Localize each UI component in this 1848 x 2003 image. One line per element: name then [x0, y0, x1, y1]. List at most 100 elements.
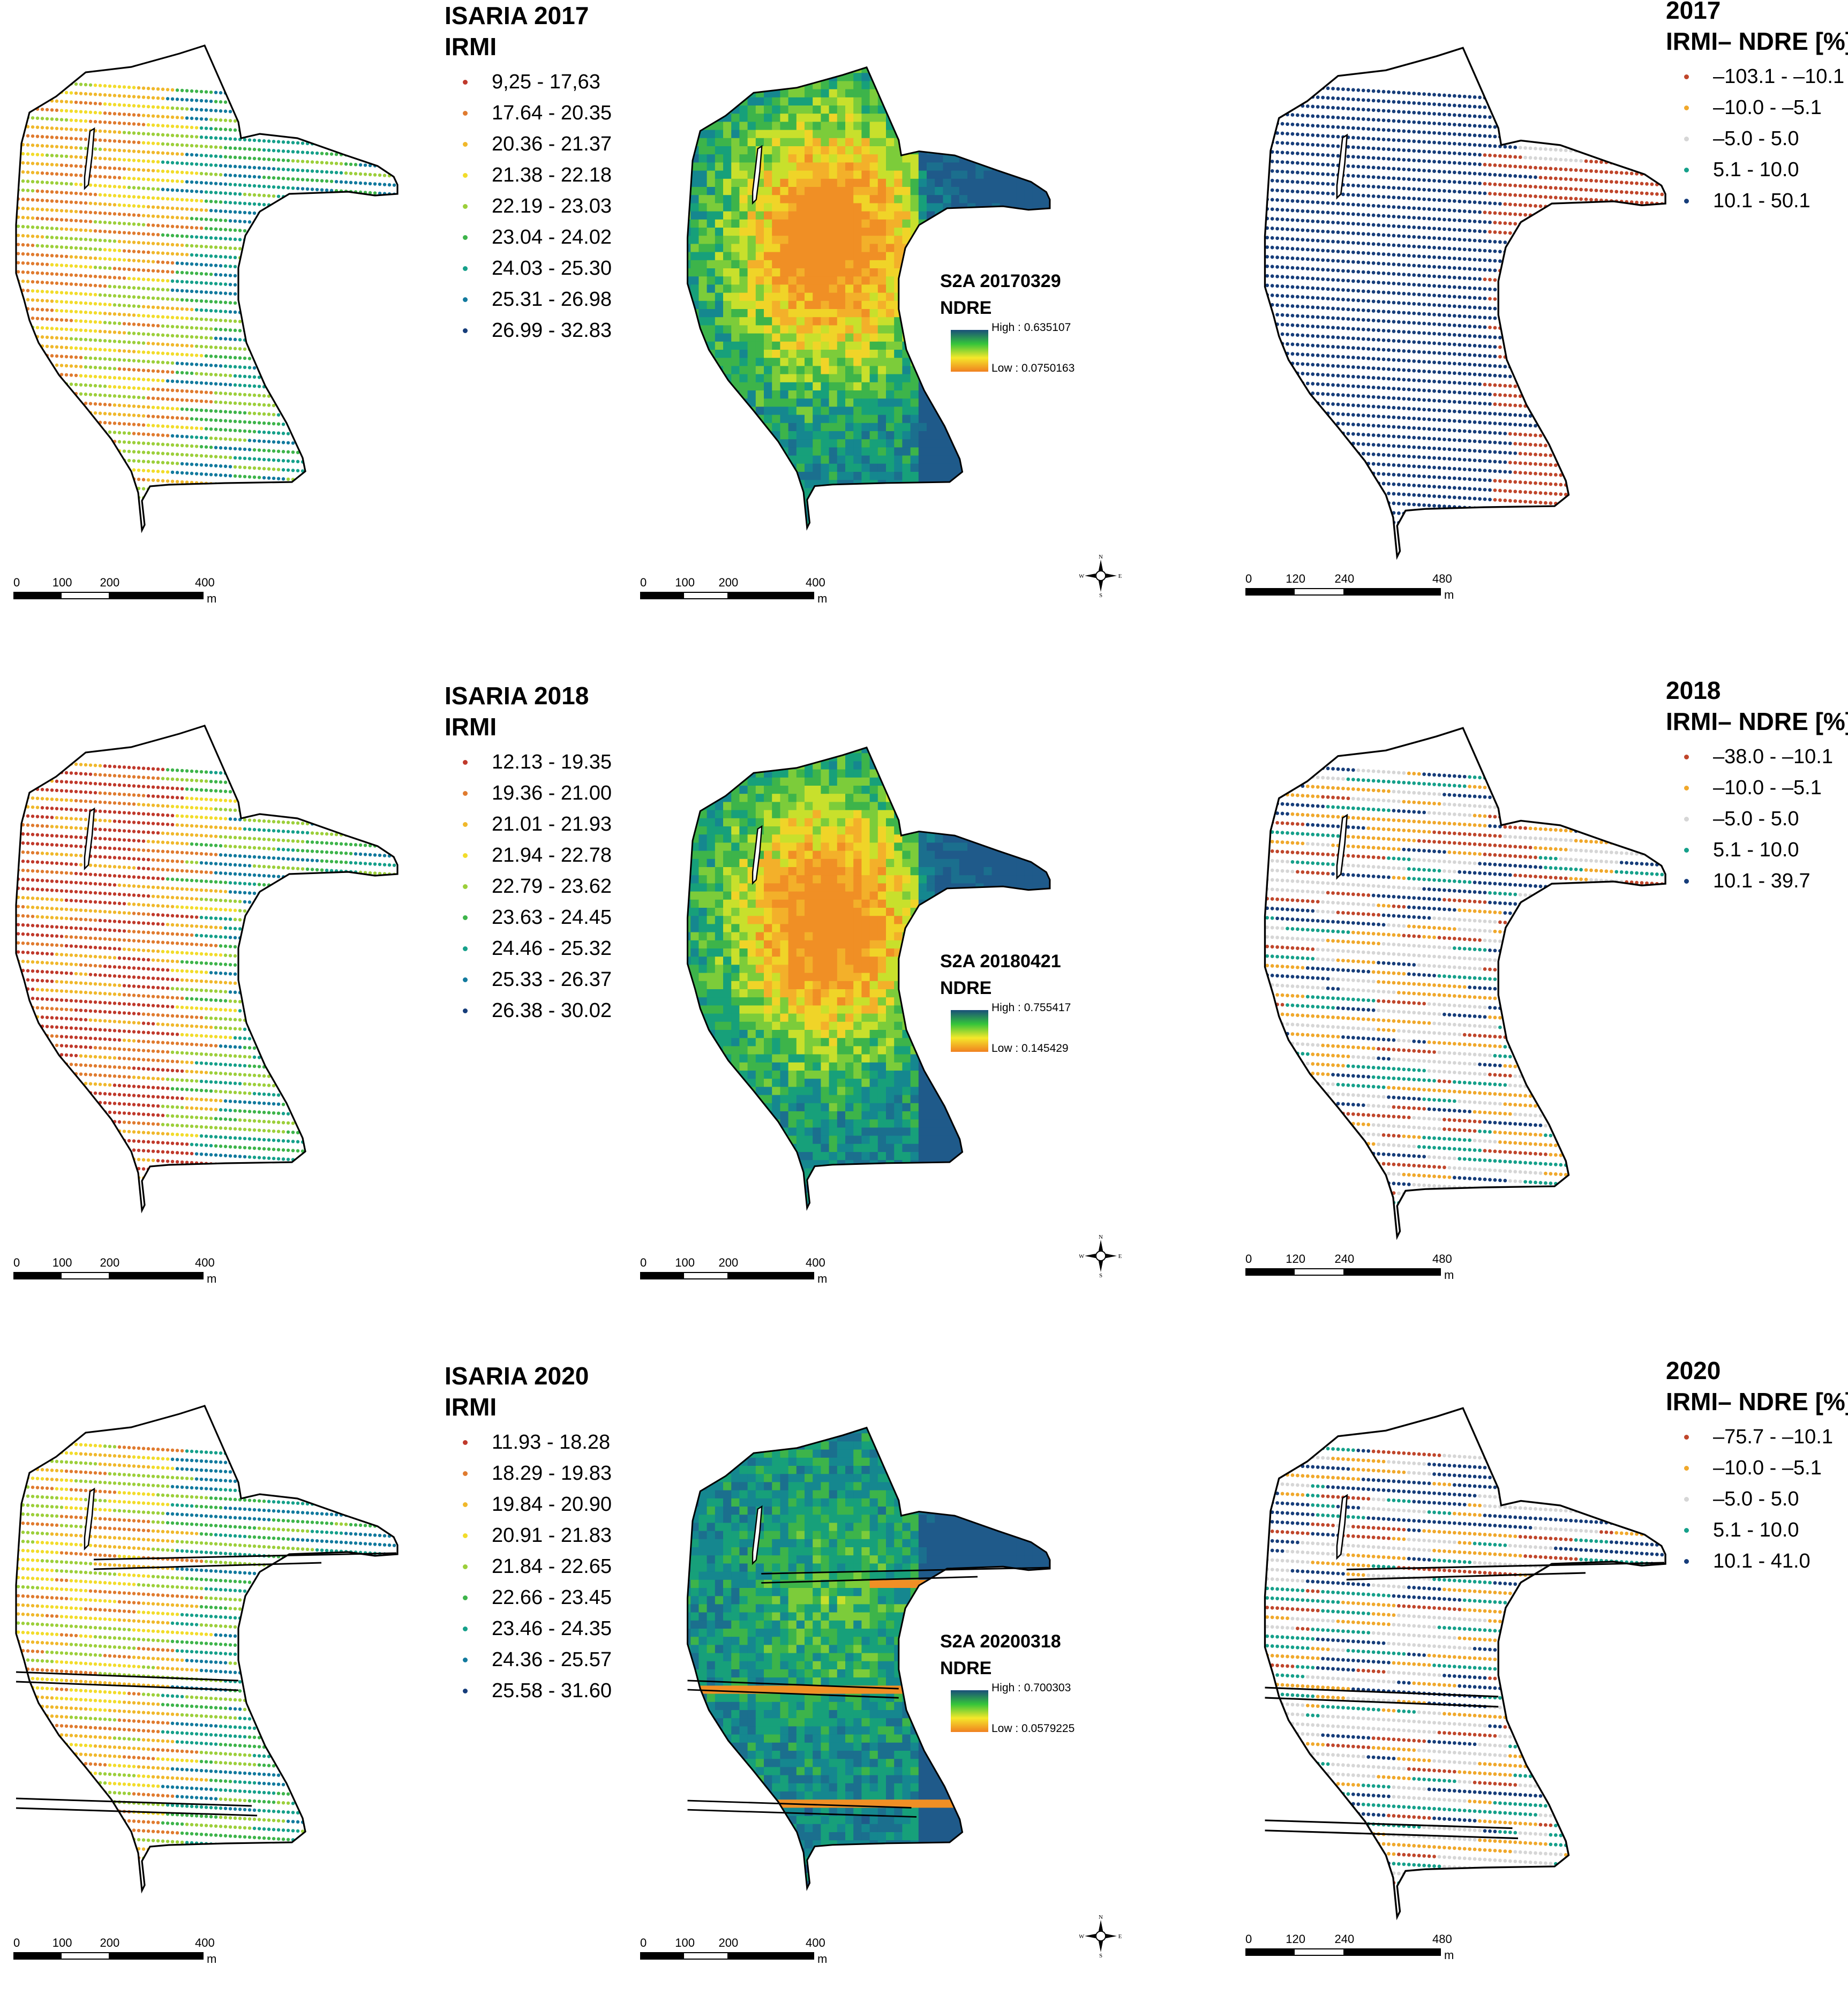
- legend-label: 17.64 - 20.35: [492, 102, 612, 124]
- scale-unit: m: [817, 592, 827, 606]
- legend-item: 17.64 - 20.35: [445, 97, 612, 129]
- scale-tick-label: 0: [640, 576, 647, 590]
- legend-label: 24.46 - 25.32: [492, 937, 612, 960]
- legend-swatch: [1684, 74, 1689, 79]
- scale-unit: m: [817, 1272, 827, 1286]
- scale-unit: m: [207, 592, 216, 606]
- legend-swatch: [1684, 817, 1689, 822]
- legend-item: 26.38 - 30.02: [445, 995, 612, 1026]
- legend-title: IRMI– NDRE [%]: [1666, 26, 1848, 57]
- legend-item: 22.79 - 23.62: [445, 871, 612, 902]
- legend-swatch: [463, 1564, 468, 1569]
- legend-label: 19.36 - 21.00: [492, 782, 612, 804]
- legend-swatch: [1684, 1559, 1689, 1564]
- legend-label: –75.7 - –10.1: [1713, 1426, 1833, 1448]
- legend-label: 10.1 - 41.0: [1713, 1550, 1811, 1572]
- legend-label: 22.19 - 23.03: [492, 195, 612, 217]
- compass-s: S: [1099, 592, 1102, 597]
- scale-tick-label: 0: [640, 1936, 647, 1950]
- scale-tick-label: 400: [195, 1256, 215, 1270]
- legend-item: 10.1 - 39.7: [1666, 865, 1848, 897]
- scale-tick-label: 400: [195, 1936, 215, 1950]
- legend-swatch: [463, 915, 468, 920]
- ndre-low-label: Low : 0.0579225: [991, 1722, 1075, 1735]
- legend-swatch: [463, 1533, 468, 1538]
- legend-swatch: [463, 822, 468, 827]
- ndre-color-ramp: [951, 1690, 988, 1732]
- ndre-high-label: High : 0.635107: [991, 321, 1071, 334]
- legend-label: 9,25 - 17,63: [492, 71, 600, 93]
- legend-item: 19.36 - 21.00: [445, 778, 612, 809]
- legend-swatch: [463, 173, 468, 178]
- legend-item: 5.1 - 10.0: [1666, 1515, 1848, 1546]
- legend-swatch: [1684, 879, 1689, 884]
- legend-label: 5.1 - 10.0: [1713, 1519, 1799, 1541]
- scale-tick-label: 0: [13, 576, 20, 590]
- ndre-legend: S2A 20180421 NDRE High : 0.755417 Low : …: [940, 948, 1061, 1001]
- legend-item: 9,25 - 17,63: [445, 66, 612, 97]
- legend-swatch: [463, 946, 468, 951]
- irmi-map: [12, 726, 405, 1210]
- legend-item: 22.66 - 23.45: [445, 1582, 612, 1613]
- legend-title: IRMI: [445, 31, 612, 62]
- legend-label: 25.58 - 31.60: [492, 1680, 612, 1702]
- legend-item: 21.01 - 21.93: [445, 809, 612, 840]
- north-arrow-icon: N S E W: [1079, 1234, 1122, 1277]
- scale-tick-label: 100: [675, 576, 695, 590]
- scale-tick-label: 240: [1335, 572, 1355, 586]
- legend-item: 26.99 - 32.83: [445, 315, 612, 346]
- legend-title: ISARIA 2017: [445, 0, 612, 31]
- legend-swatch: [463, 1627, 468, 1631]
- legend-swatch: [463, 1440, 468, 1445]
- legend-label: –10.0 - –5.1: [1713, 96, 1822, 119]
- legend-title: 2018: [1666, 675, 1848, 706]
- scale-tick-label: 0: [13, 1256, 20, 1270]
- legend-swatch: [1684, 848, 1689, 853]
- s2a-title: S2A 20200318: [940, 1628, 1061, 1655]
- legend-item: 10.1 - 50.1: [1666, 185, 1848, 216]
- legend-item: –10.0 - –5.1: [1666, 92, 1848, 123]
- scale-tick-label: 0: [1245, 1932, 1252, 1946]
- legend-label: 5.1 - 10.0: [1713, 159, 1799, 181]
- legend-item: 18.29 - 19.83: [445, 1458, 612, 1489]
- legend-item: 25.58 - 31.60: [445, 1675, 612, 1706]
- diff-map: [1260, 1408, 1674, 1917]
- legend-swatch: [463, 884, 468, 889]
- ndre-title: NDRE: [940, 295, 1061, 321]
- compass-n: N: [1099, 554, 1103, 560]
- legend-item: 23.46 - 24.35: [445, 1613, 612, 1644]
- legend-label: –103.1 - –10.1: [1713, 65, 1844, 88]
- ndre-low-label: Low : 0.145429: [991, 1042, 1069, 1055]
- scale-tick-label: 400: [806, 1256, 825, 1270]
- legend-title: 2020: [1666, 1355, 1848, 1386]
- ndre-color-ramp: [951, 330, 988, 372]
- scale-tick-label: 120: [1286, 1932, 1305, 1946]
- legend-label: 24.36 - 25.57: [492, 1648, 612, 1671]
- legend-label: –10.0 - –5.1: [1713, 1457, 1822, 1479]
- irmi-map: [12, 1406, 405, 1891]
- scale-unit: m: [207, 1952, 216, 1966]
- legend-item: –10.0 - –5.1: [1666, 772, 1848, 803]
- legend-label: 21.01 - 21.93: [492, 813, 612, 835]
- scale-tick-label: 0: [1245, 572, 1252, 586]
- scale-unit: m: [1444, 1268, 1454, 1282]
- legend-label: 22.79 - 23.62: [492, 875, 612, 898]
- legend-swatch: [463, 142, 468, 147]
- legend-label: 20.36 - 21.37: [492, 133, 612, 155]
- compass-s: S: [1099, 1953, 1102, 1957]
- ndre-low-label: Low : 0.0750163: [991, 362, 1075, 375]
- legend-item: 10.1 - 41.0: [1666, 1546, 1848, 1577]
- legend-label: 22.66 - 23.45: [492, 1586, 612, 1609]
- diff-map: [1260, 728, 1674, 1237]
- compass-s: S: [1099, 1272, 1102, 1277]
- north-arrow-icon: N S E W: [1079, 1915, 1122, 1957]
- map-panels: [0, 0, 1848, 643]
- legend-label: 12.13 - 19.35: [492, 751, 612, 773]
- scale-unit: m: [1444, 588, 1454, 602]
- legend-title: ISARIA 2020: [445, 1360, 612, 1391]
- scale-tick-label: 480: [1432, 1932, 1452, 1946]
- legend-swatch: [1684, 1528, 1689, 1533]
- scale-tick-label: 120: [1286, 1252, 1305, 1266]
